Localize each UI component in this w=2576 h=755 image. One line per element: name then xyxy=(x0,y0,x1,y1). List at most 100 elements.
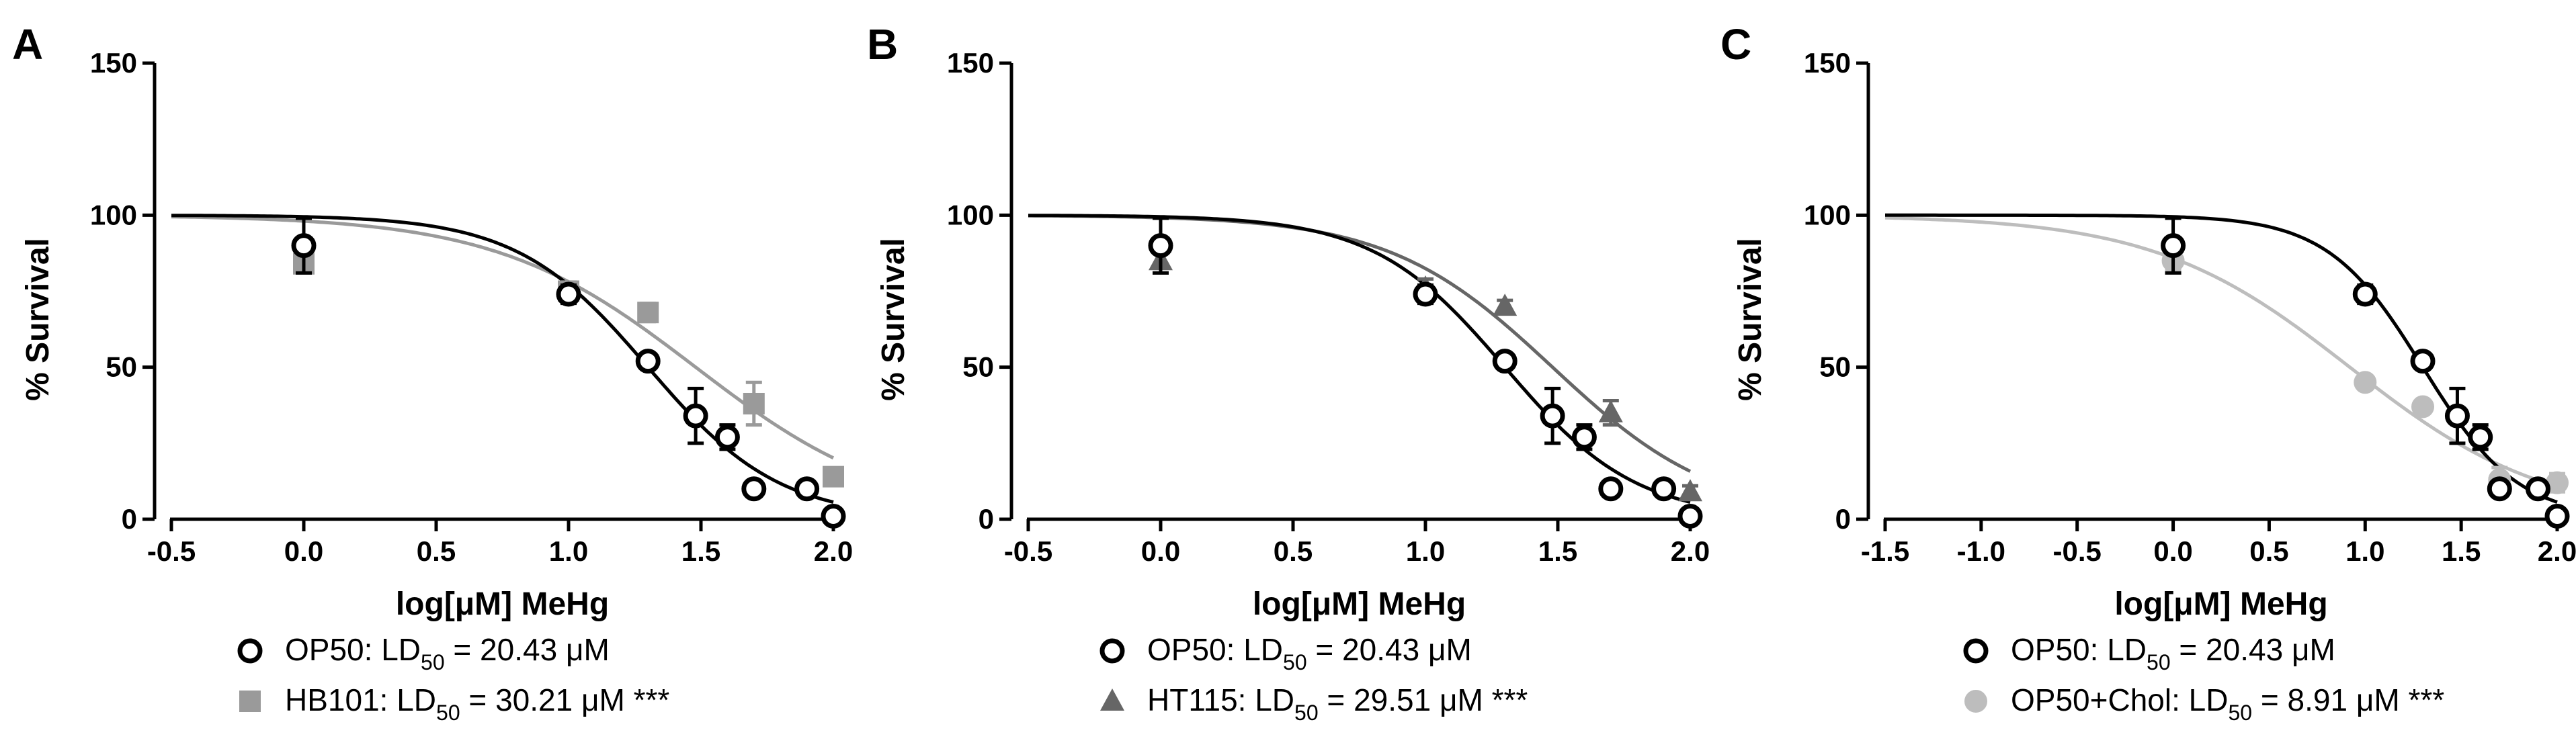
legend-ld50-value: 20.43 xyxy=(1342,632,1419,667)
x-tick-label: 0.0 xyxy=(1141,535,1180,567)
legend-entry: OP50: LD50 = 20.43 μM xyxy=(285,632,610,674)
x-tick-label: -0.5 xyxy=(147,535,196,567)
x-tick-label: 0.5 xyxy=(417,535,456,567)
legend-series-name: OP50 xyxy=(285,632,364,667)
x-tick-label: 1.0 xyxy=(2345,535,2384,567)
panel-letter: C xyxy=(1720,20,1751,69)
data-point-op50 xyxy=(2410,349,2436,374)
legend-ld-text: : LD xyxy=(380,682,436,717)
data-point-op50 xyxy=(1148,233,1173,259)
x-tick-label: 1.0 xyxy=(1406,535,1445,567)
legend-ld-text: : LD xyxy=(2090,632,2147,667)
legend-ld-text: : LD xyxy=(364,632,421,667)
y-tick-label: 100 xyxy=(90,199,137,230)
data-point-hb101 xyxy=(743,392,765,414)
legend-significance xyxy=(2400,682,2409,717)
legend-series-name: HT115 xyxy=(1147,682,1238,717)
x-tick-label: 0.0 xyxy=(2153,535,2192,567)
y-tick-label: 0 xyxy=(1835,503,1851,535)
legend-ld-subscript: 50 xyxy=(2228,701,2252,725)
legend-significance-stars: *** xyxy=(634,682,670,717)
data-point-op50 xyxy=(2352,281,2378,307)
panel-letter: B xyxy=(867,20,898,69)
x-tick-label: -0.5 xyxy=(1004,535,1052,567)
y-axis-title: % Survival xyxy=(20,238,56,401)
x-tick-label: 0.5 xyxy=(1274,535,1313,567)
legend-unit: μM xyxy=(1431,682,1483,717)
data-point-ht115 xyxy=(1678,479,1702,502)
legend-ld-text: : LD xyxy=(2171,682,2228,717)
y-tick-label: 50 xyxy=(106,351,137,383)
data-point-op50 xyxy=(291,233,317,259)
x-tick-label: 1.5 xyxy=(1538,535,1577,567)
legend-series-name: OP50 xyxy=(1147,632,1227,667)
data-point-op50 xyxy=(2468,425,2493,450)
legend-ld-text: : LD xyxy=(1238,682,1294,717)
legend-ld-subscript: 50 xyxy=(2147,650,2171,674)
data-point-op50 xyxy=(635,349,661,374)
legend-ld50-value: 20.43 xyxy=(480,632,557,667)
legend-entry: OP50: LD50 = 20.43 μM xyxy=(2011,632,2335,674)
data-point-ht115 xyxy=(1493,294,1518,316)
legend-series-name: HB101 xyxy=(285,682,380,717)
legend-marker-op50 xyxy=(1099,638,1125,664)
x-tick-label: -1.5 xyxy=(1861,535,1909,567)
y-tick-label: 100 xyxy=(947,199,994,230)
legend-unit: μM xyxy=(2283,632,2335,667)
data-point-op50 xyxy=(714,425,740,450)
legend-entry: HT115: LD50 = 29.51 μM *** xyxy=(1147,682,1528,725)
legend-significance-stars: *** xyxy=(1492,682,1528,717)
legend-equals: = xyxy=(460,682,495,717)
fit-curve-hb101 xyxy=(171,215,835,460)
x-tick-label: 1.5 xyxy=(681,535,720,567)
y-tick-label: 150 xyxy=(90,47,137,79)
data-point-op50 xyxy=(821,503,846,529)
x-tick-label: 1.0 xyxy=(549,535,588,567)
fit-curve-op50 xyxy=(171,214,834,504)
y-axis-title: % Survival xyxy=(1733,238,1768,401)
legend-unit: μM xyxy=(1419,632,1472,667)
legend-ld-subscript: 50 xyxy=(1294,701,1319,725)
x-tick-label: -0.5 xyxy=(2053,535,2102,567)
y-tick-label: 150 xyxy=(947,47,994,79)
legend-significance xyxy=(625,682,634,717)
legend-equals: = xyxy=(445,632,480,667)
fit-curve-op50 xyxy=(1885,213,2558,504)
panel-b: B 0 50 100 150 -0.5 0.0 0.5 1.0 1.5 2.0 log[μM] MeH… xyxy=(867,20,1710,725)
data-point-op50+chol xyxy=(2411,395,2434,418)
y-tick-label: 50 xyxy=(962,351,994,383)
y-axis-title: % Survival xyxy=(876,238,911,401)
data-point-op50 xyxy=(2161,233,2186,259)
legend-marker-op50 xyxy=(1963,638,1989,664)
data-point-op50 xyxy=(1651,476,1677,502)
legend-ld50-value: 8.91 xyxy=(2288,682,2348,717)
data-point-op50+chol xyxy=(2354,371,2377,394)
legend-unit: μM xyxy=(557,632,610,667)
legend-significance-stars: *** xyxy=(2408,682,2444,717)
data-point-op50 xyxy=(1540,403,1565,429)
y-tick-label: 150 xyxy=(1804,47,1851,79)
data-point-op50 xyxy=(741,476,767,502)
data-point-hb101 xyxy=(823,465,844,488)
legend-marker-hb101 xyxy=(239,691,261,712)
legend-ld-subscript: 50 xyxy=(421,650,445,674)
legend-significance xyxy=(1483,682,1492,717)
legend-ld50-value: 29.51 xyxy=(1354,682,1431,717)
legend-marker-op50 xyxy=(237,638,263,664)
x-tick-label: 0.5 xyxy=(2249,535,2288,567)
legend-ld-subscript: 50 xyxy=(1283,650,1307,674)
data-point-op50 xyxy=(1571,425,1597,450)
data-point-op50 xyxy=(2525,476,2550,502)
x-axis-title: log[μM] MeHg xyxy=(396,586,609,622)
legend-ld-subscript: 50 xyxy=(436,701,460,725)
data-point-op50 xyxy=(1413,281,1438,307)
legend-equals: = xyxy=(2171,632,2206,667)
legend-entry: OP50: LD50 = 20.43 μM xyxy=(1147,632,1472,674)
x-axis-title: log[μM] MeHg xyxy=(2114,586,2327,622)
legend-equals: = xyxy=(1319,682,1354,717)
x-tick-label: 2.0 xyxy=(2538,535,2576,567)
legend-unit: μM xyxy=(2348,682,2400,717)
data-point-op50 xyxy=(2487,476,2512,502)
x-axis-title: log[μM] MeHg xyxy=(1253,586,1466,622)
